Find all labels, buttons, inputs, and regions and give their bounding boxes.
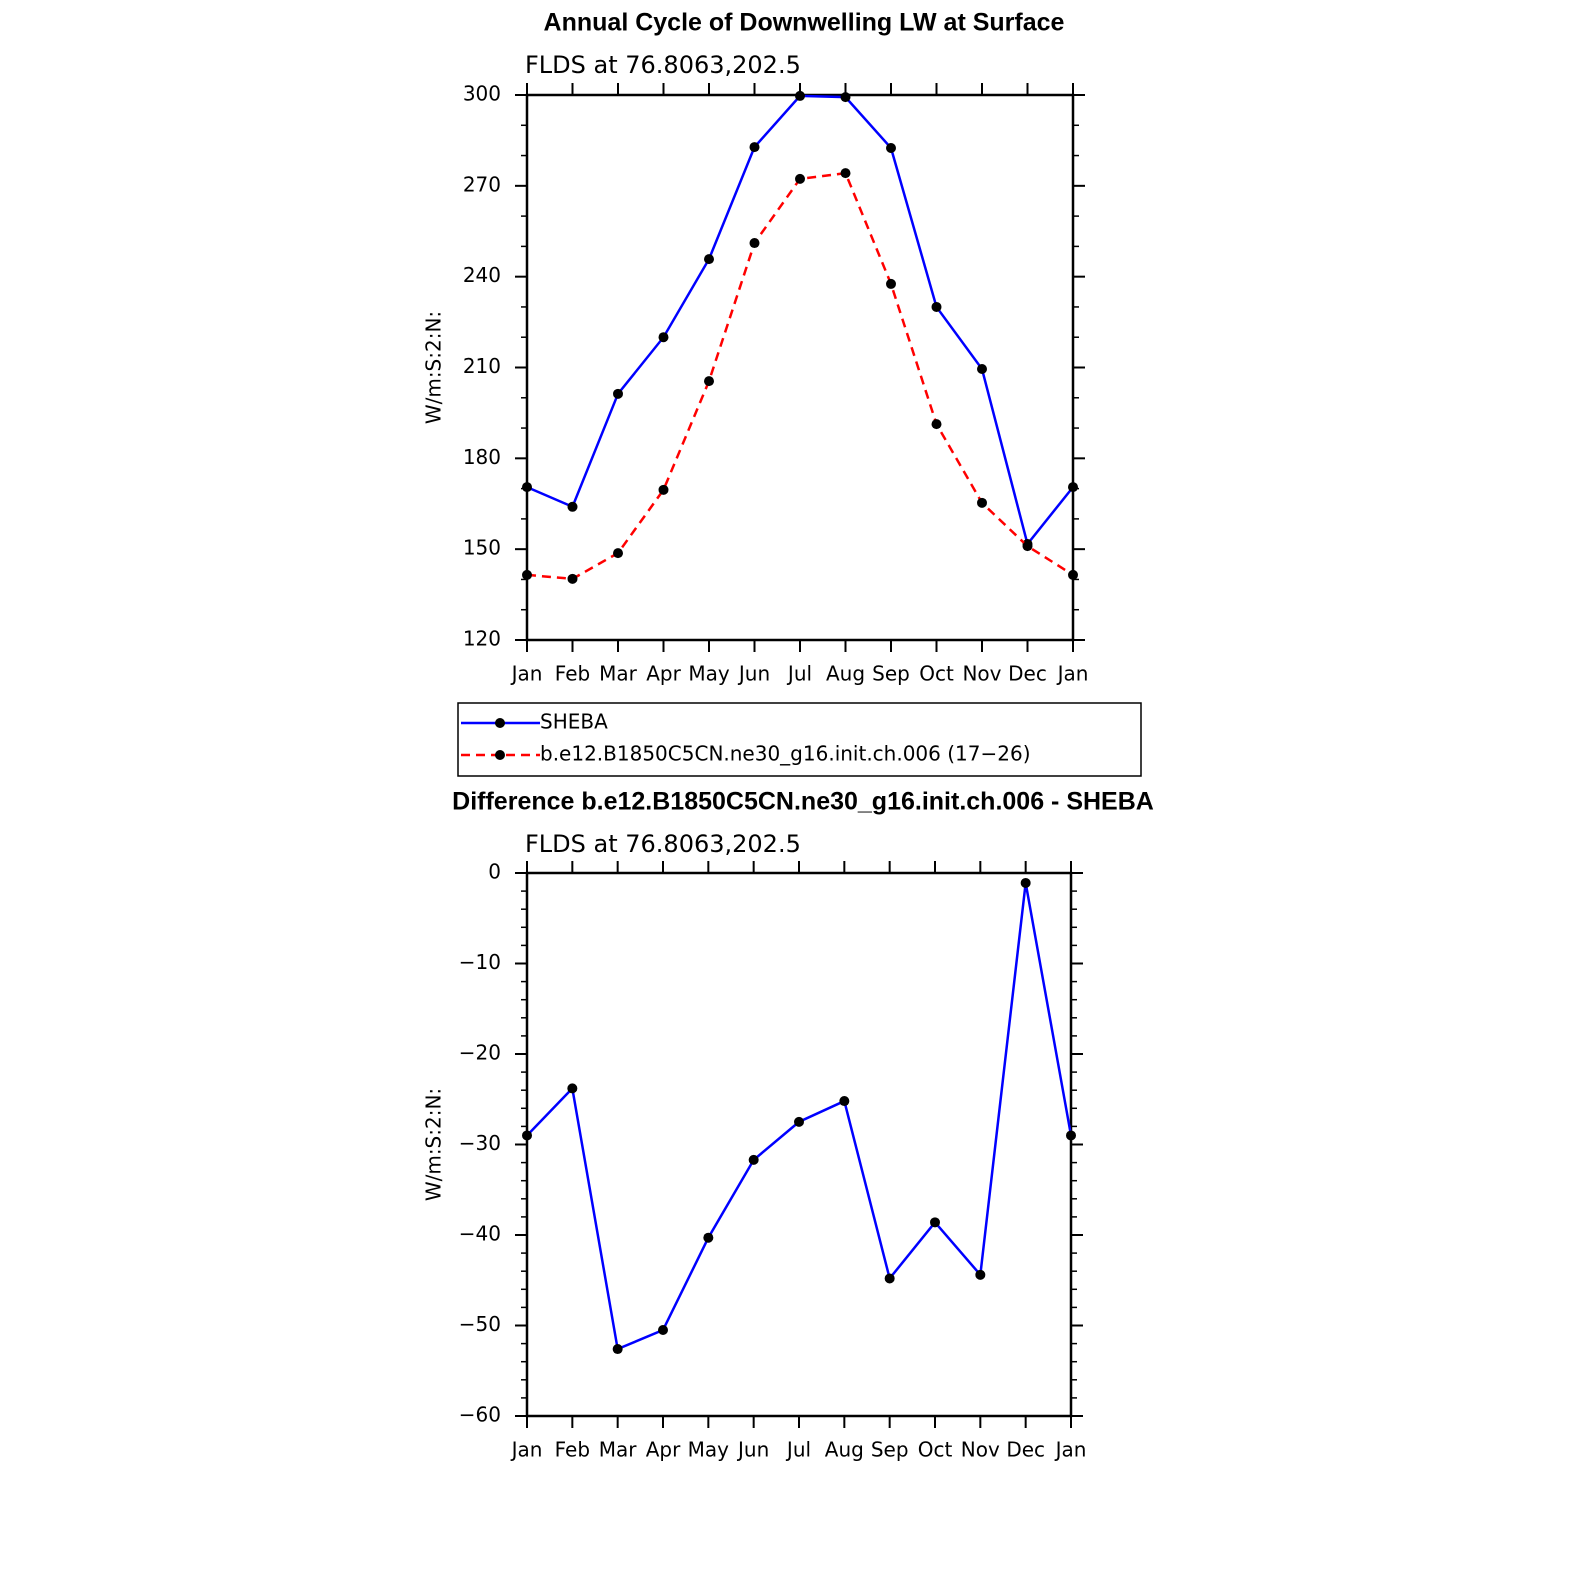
y-tick-label: −50 bbox=[459, 1312, 501, 1336]
y-tick-label: 300 bbox=[463, 82, 501, 106]
marker bbox=[704, 376, 714, 387]
marker bbox=[567, 573, 578, 584]
marker bbox=[1066, 1130, 1076, 1141]
x-tick-label: Jan bbox=[1054, 1438, 1087, 1462]
marker bbox=[522, 569, 532, 580]
y-tick-label: 0 bbox=[488, 860, 501, 884]
marker bbox=[840, 92, 851, 103]
marker bbox=[704, 254, 714, 265]
y-tick-label: 270 bbox=[463, 172, 501, 196]
line bbox=[526, 94, 1074, 547]
y-tick-label: 180 bbox=[463, 445, 501, 469]
marker bbox=[703, 1232, 714, 1243]
y-tick-label: −30 bbox=[459, 1131, 501, 1155]
legend-marker bbox=[495, 750, 505, 760]
marker bbox=[886, 142, 896, 153]
y-axis-label: W/m:S:2:N: bbox=[422, 1088, 446, 1201]
y-tick-label: −10 bbox=[459, 950, 501, 974]
marker bbox=[522, 1130, 532, 1141]
marker bbox=[795, 90, 805, 101]
marker bbox=[795, 173, 805, 184]
x-tick-label: Jun bbox=[736, 1438, 769, 1462]
marker bbox=[749, 238, 760, 249]
x-tick-label: Dec bbox=[1006, 1438, 1045, 1462]
x-tick-label: Jun bbox=[737, 662, 770, 686]
marker bbox=[1068, 569, 1078, 580]
x-tick-label: Aug bbox=[826, 662, 865, 686]
chart-title: Annual Cycle of Downwelling LW at Surfac… bbox=[544, 9, 1065, 37]
y-tick-label: 120 bbox=[463, 627, 501, 651]
x-tick-label: Feb bbox=[555, 662, 590, 686]
marker bbox=[613, 388, 623, 399]
marker bbox=[884, 1273, 895, 1284]
x-tick-label: Apr bbox=[646, 1438, 681, 1462]
y-tick-label: −40 bbox=[459, 1222, 501, 1246]
marker bbox=[977, 497, 987, 508]
x-tick-label: Sep bbox=[872, 662, 910, 686]
y-tick-label: 210 bbox=[463, 354, 501, 378]
marker bbox=[977, 364, 987, 375]
x-tick-label: May bbox=[688, 662, 730, 686]
marker bbox=[931, 419, 942, 430]
marker bbox=[522, 482, 532, 493]
marker bbox=[748, 1154, 759, 1165]
y-tick-label: −20 bbox=[459, 1041, 501, 1065]
marker bbox=[886, 278, 896, 289]
x-tick-label: Sep bbox=[871, 1438, 909, 1462]
x-tick-label: Apr bbox=[646, 662, 681, 686]
legend-marker bbox=[495, 718, 505, 728]
x-tick-label: Mar bbox=[599, 662, 638, 686]
legend-label: b.e12.B1850C5CN.ne30_g16.init.ch.006 (17… bbox=[540, 742, 1031, 766]
x-tick-label: May bbox=[688, 1438, 730, 1462]
marker bbox=[931, 301, 942, 312]
marker bbox=[794, 1116, 804, 1127]
marker bbox=[567, 501, 578, 512]
marker bbox=[658, 484, 669, 495]
subtitle: FLDS at 76.8063,202.5 bbox=[525, 51, 801, 79]
x-tick-label: Nov bbox=[962, 662, 1001, 686]
marker bbox=[839, 1096, 850, 1107]
marker bbox=[930, 1217, 940, 1228]
x-tick-label: Oct bbox=[919, 662, 954, 686]
marker bbox=[613, 548, 623, 559]
x-tick-label: Oct bbox=[918, 1438, 953, 1462]
y-axis-label: W/m:S:2:N: bbox=[422, 311, 446, 424]
marker bbox=[749, 142, 760, 153]
x-tick-label: Jul bbox=[786, 662, 812, 686]
y-tick-label: 240 bbox=[463, 263, 501, 287]
marker bbox=[1020, 877, 1031, 888]
line bbox=[526, 882, 1073, 1351]
line bbox=[526, 171, 1074, 581]
marker bbox=[567, 1083, 578, 1094]
marker bbox=[1022, 541, 1033, 552]
marker bbox=[658, 1325, 668, 1336]
x-tick-label: Jul bbox=[785, 1438, 811, 1462]
x-tick-label: Aug bbox=[825, 1438, 864, 1462]
plot-frame bbox=[525, 871, 1073, 1418]
marker bbox=[1068, 482, 1078, 493]
marker bbox=[840, 168, 851, 179]
y-tick-label: −60 bbox=[459, 1403, 501, 1427]
legend-label: SHEBA bbox=[540, 710, 608, 734]
marker bbox=[658, 332, 669, 343]
x-tick-label: Jan bbox=[510, 1438, 543, 1462]
marker bbox=[612, 1344, 623, 1355]
x-tick-label: Jan bbox=[1056, 662, 1089, 686]
marker bbox=[975, 1269, 986, 1280]
subtitle: FLDS at 76.8063,202.5 bbox=[525, 830, 801, 858]
x-tick-label: Feb bbox=[555, 1438, 590, 1462]
x-tick-label: Dec bbox=[1008, 662, 1047, 686]
y-tick-label: 150 bbox=[463, 536, 501, 560]
x-tick-label: Mar bbox=[599, 1438, 638, 1462]
x-tick-label: Jan bbox=[510, 662, 543, 686]
x-tick-label: Nov bbox=[961, 1438, 1000, 1462]
chart-title: Difference b.e12.B1850C5CN.ne30_g16.init… bbox=[452, 788, 1154, 816]
legend-box bbox=[457, 702, 1142, 777]
